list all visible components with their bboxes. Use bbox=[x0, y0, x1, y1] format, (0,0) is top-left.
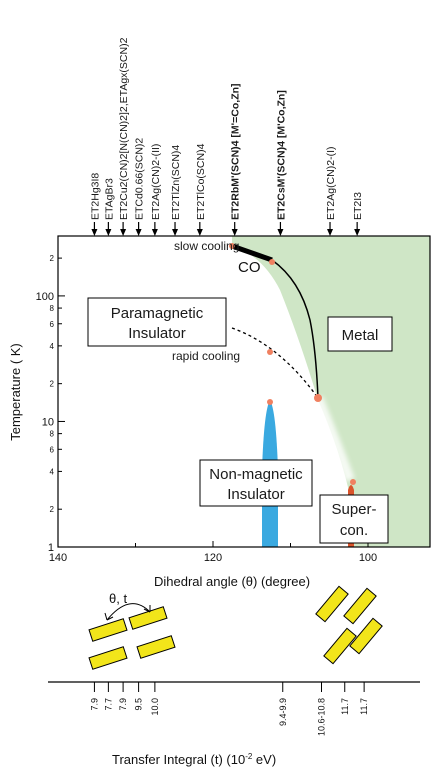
y-minor-tick-label: 8 bbox=[50, 430, 55, 439]
nonmagnetic-box: Non-magnetic Insulator bbox=[199, 459, 313, 507]
transfer-value-label: 11.7 bbox=[340, 698, 350, 715]
nonmagnetic-line2: Insulator bbox=[227, 486, 285, 503]
transfer-ticks: 7.9 7.7 7.9 9.5 10.0 9.4-9.9 10.6-10.8 11.7 11.7 bbox=[89, 682, 369, 736]
compound-arrowhead bbox=[196, 229, 203, 236]
compound-arrowhead bbox=[135, 229, 142, 236]
compound-label: ET2Hg3I8 bbox=[89, 173, 101, 220]
compound-arrowhead bbox=[172, 229, 179, 236]
transfer-value-label: 10.6-10.8 bbox=[317, 698, 327, 736]
x-axis-label: Dihedral angle (θ) (degree) bbox=[154, 574, 310, 589]
transfer-value-label: 7.9 bbox=[89, 698, 99, 711]
x-tick-label: 140 bbox=[49, 552, 67, 564]
y-minor-tick-label: 4 bbox=[50, 467, 55, 476]
y-tick-label: 1 bbox=[48, 542, 54, 554]
data-point bbox=[267, 349, 273, 355]
compound-labels: ET2Hg3I8 ETAgBr3 ET2Cu2(CN)2[N(CN)2]2,ETAg… bbox=[89, 37, 364, 236]
co-label: CO bbox=[238, 259, 261, 276]
paramagnetic-box: Paramagnetic Insulator bbox=[87, 297, 227, 347]
boundary-glow bbox=[313, 396, 355, 482]
x-tick-label: 100 bbox=[359, 552, 377, 564]
compound-label: ET2Ag(CN)2-(II) bbox=[150, 144, 162, 220]
compound-label: ET2RbM'(SCN)4 [M'=Co,Zn] bbox=[230, 83, 242, 220]
boundary-curve bbox=[271, 259, 319, 399]
rapid-cooling-label: rapid cooling bbox=[172, 349, 240, 363]
slow-cooling-label: slow cooling bbox=[174, 239, 239, 253]
molecule-pair-left: θ, t bbox=[88, 591, 176, 670]
co-line bbox=[231, 243, 273, 263]
molecule-pair-right bbox=[315, 585, 383, 665]
y-minor-tick-label: 2 bbox=[50, 254, 55, 263]
compound-label: ET2TlZn(SCN)4 bbox=[170, 145, 182, 220]
compound-arrowhead bbox=[277, 229, 284, 236]
supercon-line2: con. bbox=[340, 522, 368, 539]
compound-arrowhead bbox=[327, 229, 334, 236]
compound-label: ET2I3 bbox=[352, 192, 364, 220]
transfer-value-label: 9.4-9.9 bbox=[278, 698, 288, 726]
y-minor-tick-label: 4 bbox=[50, 342, 55, 351]
paramagnetic-line2: Insulator bbox=[128, 325, 186, 342]
transfer-value-label: 7.7 bbox=[103, 698, 113, 711]
y-minor-tick-label: 2 bbox=[50, 380, 55, 389]
data-point bbox=[229, 243, 235, 249]
y-tick-label: 100 bbox=[36, 291, 54, 303]
compound-arrowhead bbox=[105, 229, 112, 236]
transfer-value-label: 10.0 bbox=[150, 698, 160, 716]
y-minor-tick-label: 2 bbox=[50, 505, 55, 514]
transfer-value-label: 11.7 bbox=[359, 698, 369, 715]
theta-arc bbox=[106, 603, 151, 621]
compound-label: ET2TlCo(SCN)4 bbox=[195, 143, 207, 220]
x-tick-label: 120 bbox=[204, 552, 222, 564]
transfer-axis-label: Transfer Integral (t) (10-2 eV) bbox=[112, 752, 276, 767]
compound-arrowhead bbox=[354, 229, 361, 236]
transfer-value-label: 9.5 bbox=[134, 698, 144, 711]
compound-label: ETAgBr3 bbox=[103, 178, 115, 220]
data-point bbox=[269, 259, 275, 265]
y-minor-tick-label: 6 bbox=[50, 445, 55, 454]
compound-arrowhead bbox=[120, 229, 127, 236]
compound-arrowhead bbox=[231, 229, 238, 236]
compound-label: ET2Cu2(CN)2[N(CN)2]2,ETAgx(SCN)2 bbox=[118, 37, 130, 220]
data-point bbox=[314, 394, 322, 402]
transfer-value-label: 7.9 bbox=[118, 698, 128, 711]
supercon-box: Super- con. bbox=[319, 494, 389, 544]
compound-label: ETCd0.66(SCN)2 bbox=[134, 138, 146, 220]
y-minor-tick-label: 6 bbox=[50, 320, 55, 329]
compound-arrowhead bbox=[151, 229, 158, 236]
nonmagnetic-line1: Non-magnetic bbox=[209, 466, 303, 483]
y-axis-label: Temperature ( K) bbox=[8, 343, 23, 441]
compound-label: ET2Ag(CN)2-(I) bbox=[325, 146, 337, 220]
metal-region bbox=[232, 236, 430, 547]
data-point bbox=[350, 479, 356, 485]
metal-label: Metal bbox=[342, 327, 379, 344]
metal-box: Metal bbox=[327, 316, 393, 352]
data-point bbox=[267, 399, 273, 405]
compound-arrowhead bbox=[91, 229, 98, 236]
supercon-line1: Super- bbox=[331, 501, 376, 518]
paramagnetic-line1: Paramagnetic bbox=[111, 305, 204, 322]
compound-label: ET2CsM'(SCN)4 [M'Co,Zn] bbox=[275, 90, 287, 220]
y-tick-label: 10 bbox=[42, 416, 54, 428]
y-minor-tick-label: 8 bbox=[50, 304, 55, 313]
plot-frame bbox=[57, 235, 431, 548]
theta-t-label: θ, t bbox=[109, 591, 127, 606]
axis-ticks: 140 120 100 1 10 100 2 4 6 8 2 4 6 8 2 bbox=[36, 254, 378, 564]
